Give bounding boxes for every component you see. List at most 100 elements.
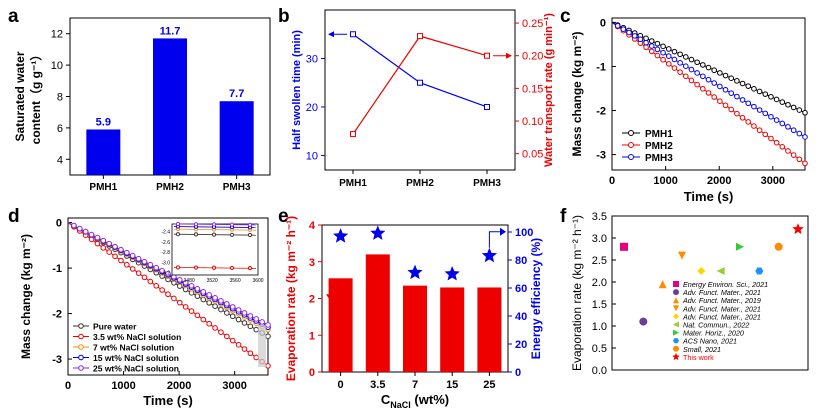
point-d-1 — [129, 266, 136, 272]
tick-label-d-y: -3 — [52, 354, 62, 366]
bar-a-PMH3 — [219, 101, 254, 175]
star-e-3.5 — [370, 225, 386, 240]
legend-f-label-9: This work — [683, 353, 714, 362]
point-d-1 — [253, 354, 260, 361]
legend-f-label-0: Energy Environ. Sci., 2021 — [683, 280, 768, 289]
arrow-b-right-head — [506, 52, 512, 59]
point-d-1 — [176, 299, 183, 306]
point-c-0 — [648, 38, 655, 44]
point-c-1 — [734, 110, 740, 117]
tick-label-e-x: 15 — [446, 379, 458, 391]
point-c-2 — [779, 120, 786, 127]
tick-label-d-y: 0 — [56, 218, 62, 230]
point-d-1 — [165, 291, 171, 298]
point-d-inset-1 — [193, 265, 199, 270]
legend-d-marker — [78, 333, 84, 340]
point-c-1 — [717, 98, 723, 104]
point-c-2 — [648, 43, 655, 49]
point-c-0 — [773, 96, 780, 103]
point-f-2 — [658, 280, 667, 289]
point-d-0 — [194, 293, 201, 299]
point-d-1 — [235, 342, 242, 348]
tick-label-e-yl: 1 — [309, 330, 315, 342]
ylabel-e-left: Evaporation rate (kg m⁻² h⁻¹) — [284, 216, 298, 381]
point-d-4 — [218, 298, 224, 304]
point-c-0 — [762, 91, 769, 97]
point-d-1 — [106, 249, 112, 255]
legend-c-marker — [628, 142, 634, 148]
tick-label-e-yr: 80 — [515, 255, 527, 267]
point-c-0 — [779, 99, 786, 105]
point-c-0 — [739, 80, 746, 87]
point-c-1 — [643, 44, 649, 51]
point-c-2 — [711, 80, 717, 86]
point-c-0 — [751, 86, 757, 92]
point-d-inset-0 — [175, 232, 181, 237]
tick-label-d-inset-y: -2.4 — [161, 230, 170, 236]
point-d-inset-4 — [247, 222, 253, 227]
tick-label-f-y: 2.5 — [592, 255, 607, 267]
tick-label-c-x: 2000 — [707, 175, 731, 187]
point-b-half-swollen — [417, 79, 423, 86]
tick-label-e-x: 3.5 — [370, 379, 385, 391]
point-f-4 — [697, 267, 706, 275]
ylabel-a-line1: Saturated water — [13, 51, 27, 141]
point-c-1 — [802, 160, 808, 167]
tick-label-d-inset-x: 3480 — [184, 278, 195, 284]
ylabel-d: Mass change (kg m⁻²) — [19, 234, 33, 359]
point-c-0 — [688, 56, 695, 63]
point-c-2 — [751, 103, 757, 110]
point-c-2 — [773, 117, 780, 123]
point-d-inset-1 — [211, 265, 217, 270]
panel-label-d: d — [8, 206, 20, 227]
point-d-0 — [229, 313, 236, 320]
tick-label-c-y: 0 — [600, 17, 606, 29]
point-c-2 — [728, 90, 735, 96]
tick-label-b-yl: 20 — [306, 102, 318, 114]
ylabel-b-right: Water transport rate (g min⁻¹) — [543, 13, 555, 167]
point-d-4 — [212, 295, 218, 301]
point-c-1 — [745, 119, 752, 125]
point-d-0 — [212, 303, 218, 310]
point-d-4 — [176, 276, 183, 283]
point-c-1 — [796, 156, 803, 163]
tick-label-e-yr: 0 — [515, 367, 521, 379]
point-d-4 — [194, 286, 201, 292]
tick-label-d-x: 2000 — [167, 380, 191, 392]
point-c-1 — [688, 77, 695, 84]
tick-label-f-y: 1.5 — [592, 299, 607, 311]
tick-label-f-y: 3.0 — [592, 233, 607, 245]
point-c-2 — [739, 97, 746, 103]
tick-label-b-yl: 30 — [306, 53, 318, 65]
point-d-4 — [76, 225, 83, 232]
tick-label-f-y: 1.0 — [592, 321, 607, 333]
ylabel-e-right: Energy efficiency (%) — [529, 238, 543, 359]
point-d-inset-1 — [229, 265, 235, 271]
panel-label-a: a — [8, 6, 19, 27]
panel-d-frame — [67, 217, 269, 376]
panel-label-b: b — [278, 6, 290, 27]
point-d-inset-0 — [229, 232, 235, 237]
bar-e-25 — [477, 287, 502, 372]
point-d-4 — [118, 246, 124, 253]
point-c-0 — [705, 64, 712, 71]
point-f-8 — [774, 242, 783, 251]
point-d-1 — [94, 240, 101, 247]
point-d-1 — [194, 312, 201, 319]
point-d-4 — [182, 279, 189, 286]
point-d-4 — [106, 240, 112, 247]
star-e-7 — [407, 264, 423, 280]
point-c-2 — [768, 113, 774, 120]
point-c-1 — [677, 69, 683, 75]
point-d-4 — [165, 270, 171, 277]
point-c-0 — [682, 54, 689, 60]
point-c-0 — [734, 78, 740, 84]
point-d-4 — [153, 264, 160, 271]
point-d-1 — [247, 350, 254, 357]
tick-label-a-y: 6 — [57, 123, 63, 135]
point-c-0 — [660, 43, 666, 50]
tick-label-a-x: PMH1 — [89, 182, 117, 193]
point-d-1 — [118, 257, 124, 264]
arrow-b-left-head — [328, 31, 334, 38]
point-d-1 — [182, 304, 189, 310]
